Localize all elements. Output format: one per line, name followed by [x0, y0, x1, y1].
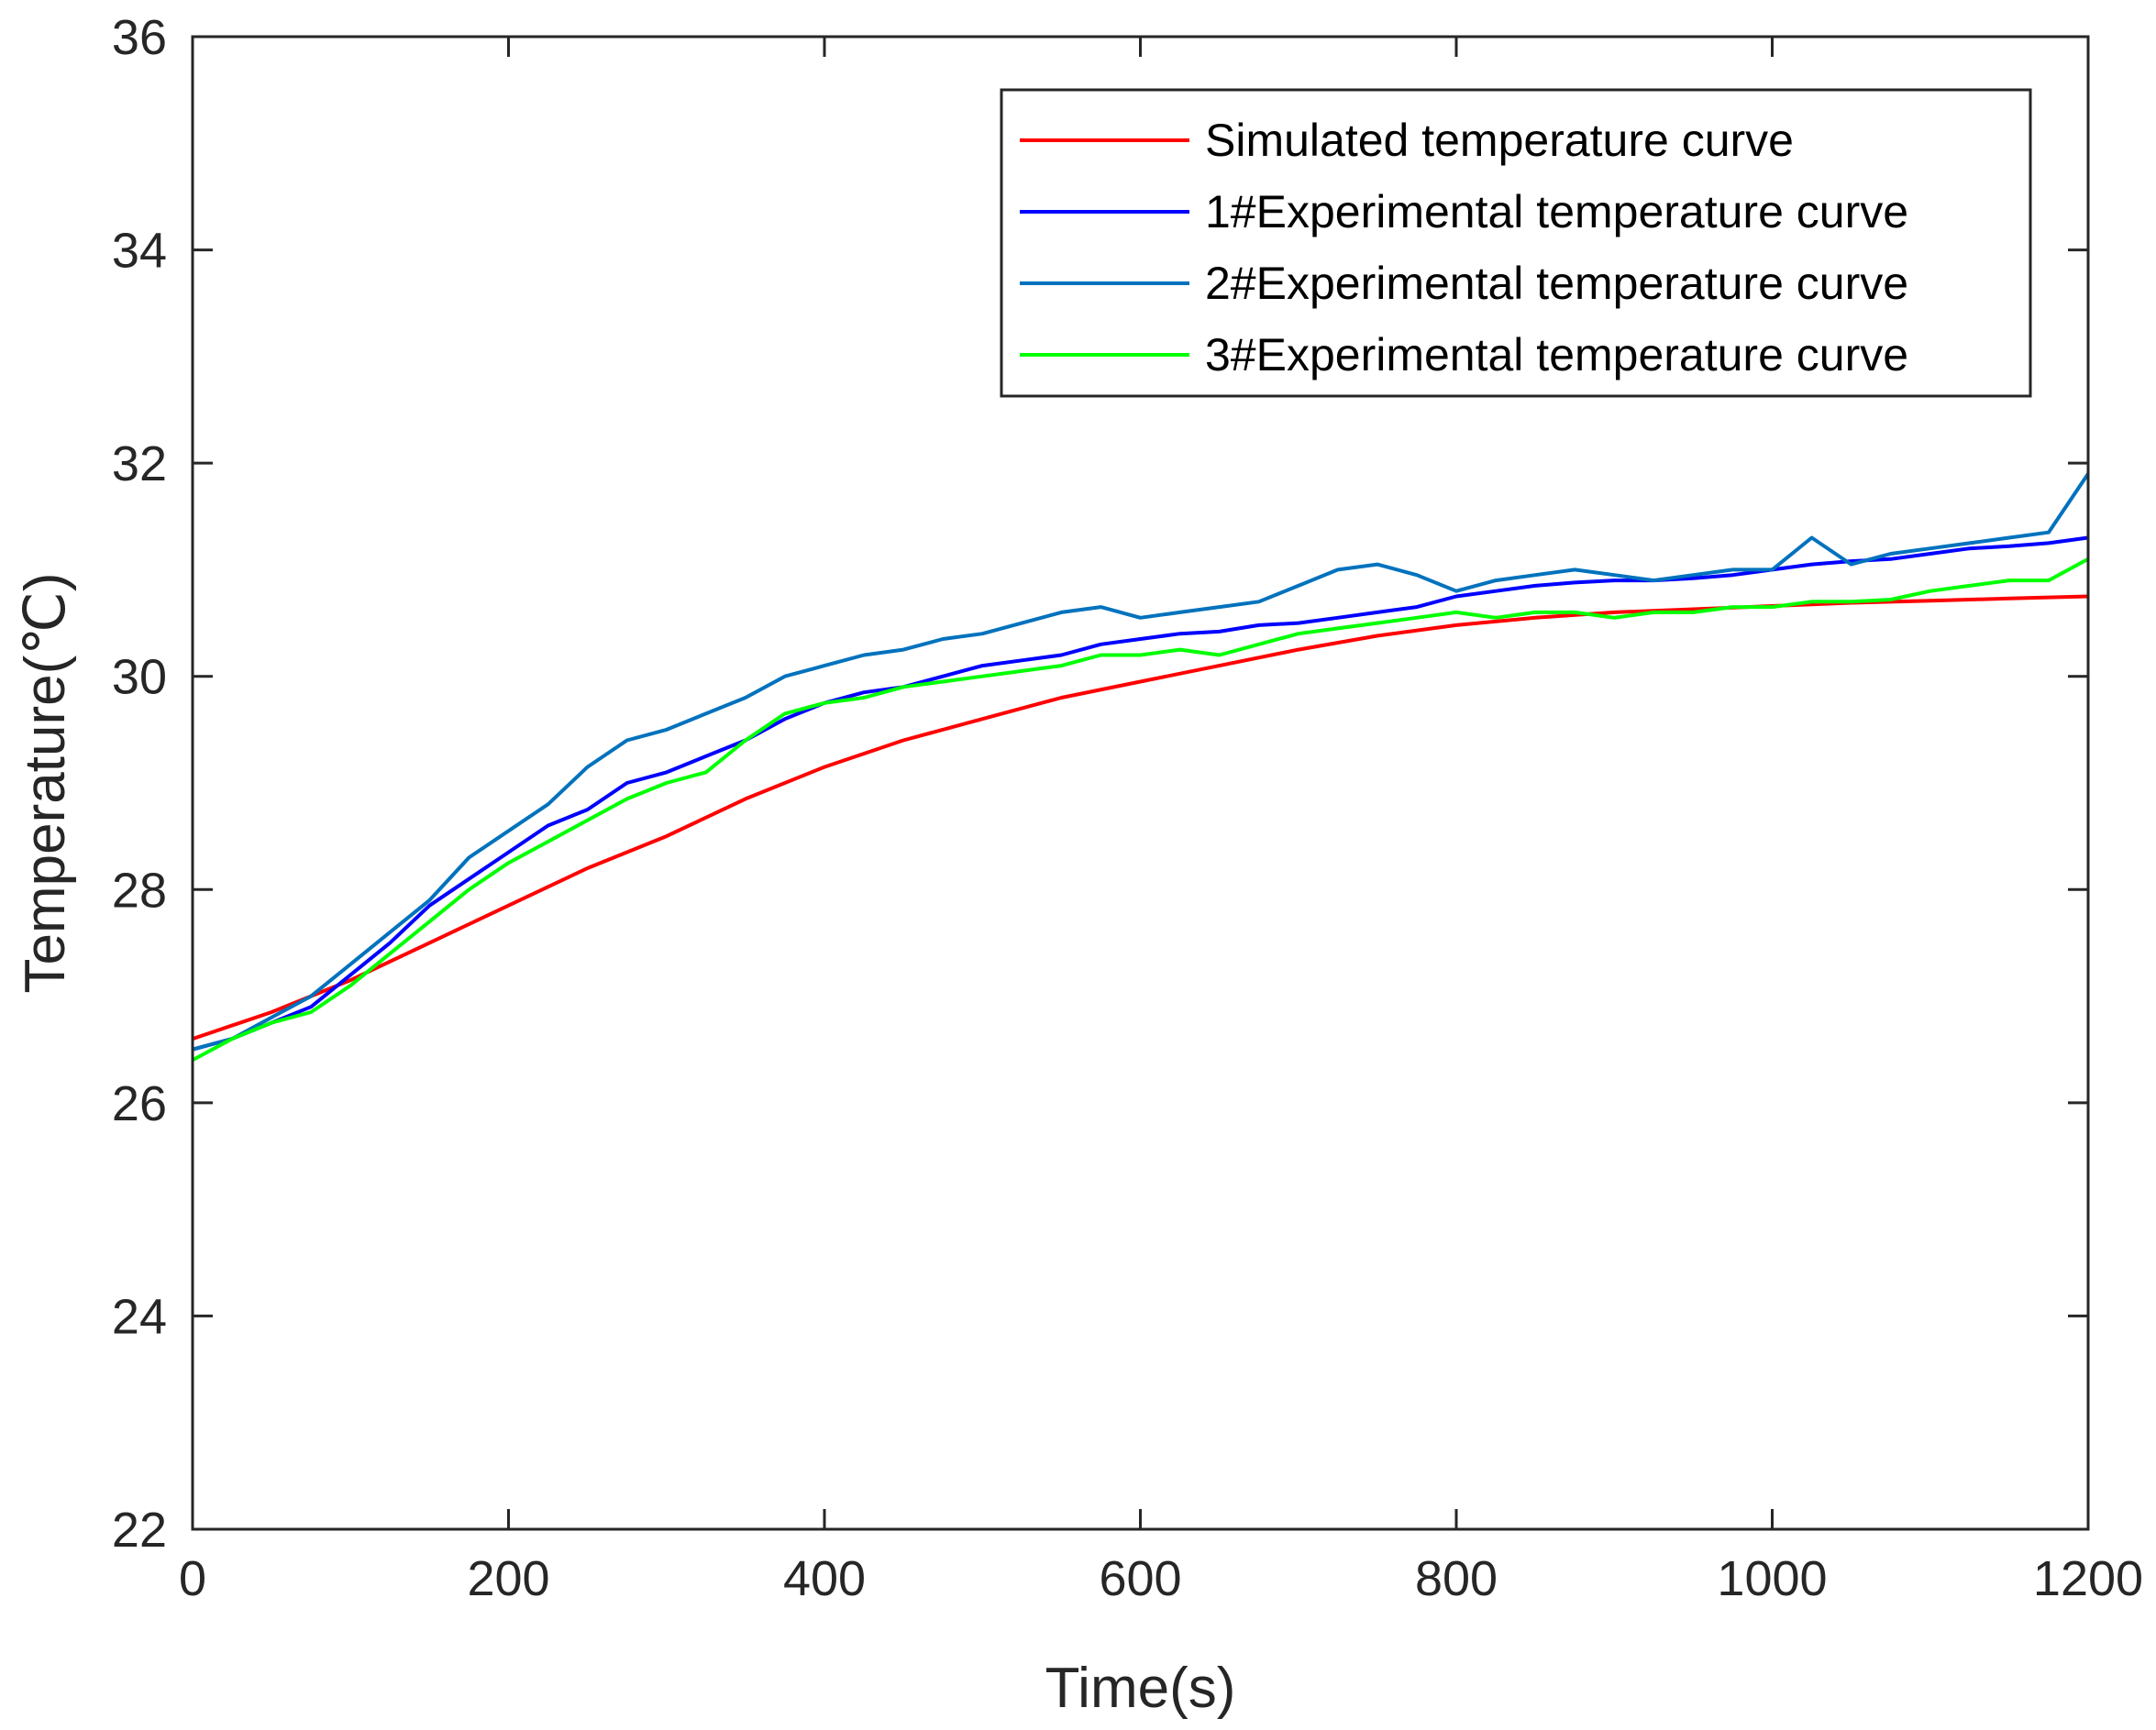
legend-label-2: 1#Experimental temperature curve	[1205, 186, 1908, 237]
series-line-3	[192, 472, 2090, 1052]
tick-labels: 0 200 400 600 800 1000 1200 22 24 26 28 30 32 34 36	[112, 10, 2143, 1606]
y-tick-label: 28	[112, 863, 167, 918]
x-tick-label: 1200	[2033, 1551, 2143, 1606]
y-tick-label: 24	[112, 1289, 167, 1344]
y-tick-label: 32	[112, 436, 167, 491]
y-tick-label: 36	[112, 10, 167, 65]
series-layer	[192, 472, 2090, 1063]
legend: Simulated temperature curve 1#Experimenta…	[1000, 88, 2032, 398]
x-axis-label: Time(s)	[1045, 1657, 1236, 1720]
y-tick-label: 30	[112, 650, 167, 705]
legend-label-4: 3#Experimental temperature curve	[1205, 329, 1908, 380]
y-tick-label: 22	[112, 1503, 167, 1558]
y-tick-label: 34	[112, 224, 167, 279]
x-tick-label: 200	[467, 1551, 549, 1606]
y-axis-label: Temperature(℃)	[14, 573, 77, 994]
legend-label-1: Simulated temperature curve	[1205, 115, 1794, 166]
x-tick-label: 600	[1099, 1551, 1181, 1606]
x-tick-label: 0	[179, 1551, 206, 1606]
legend-label-3: 2#Experimental temperature curve	[1205, 258, 1908, 309]
ticks-layer	[191, 35, 2090, 1531]
x-tick-label: 1000	[1717, 1551, 1827, 1606]
x-tick-label: 800	[1415, 1551, 1498, 1606]
legend-items: Simulated temperature curve 1#Experimenta…	[1020, 115, 1908, 380]
x-tick-label: 400	[783, 1551, 866, 1606]
y-tick-label: 26	[112, 1076, 167, 1131]
series-line-4	[192, 557, 2089, 1063]
